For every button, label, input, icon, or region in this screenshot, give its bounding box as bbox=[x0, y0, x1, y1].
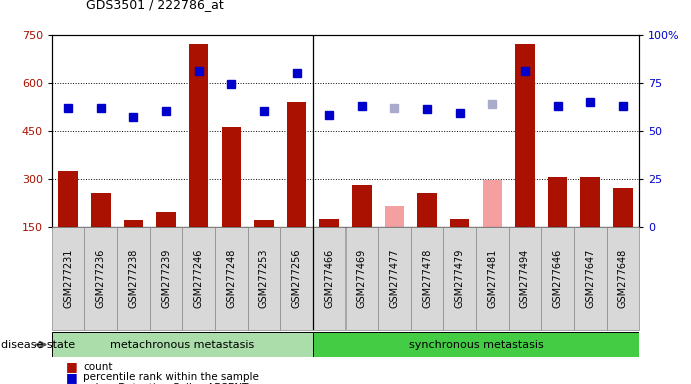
Bar bbox=[444, 227, 476, 330]
Bar bbox=[84, 227, 117, 330]
Text: GSM277236: GSM277236 bbox=[96, 249, 106, 308]
Bar bbox=[319, 218, 339, 227]
Bar bbox=[607, 227, 639, 330]
Text: GSM277479: GSM277479 bbox=[455, 249, 465, 308]
Bar bbox=[450, 218, 469, 227]
Bar bbox=[476, 227, 509, 330]
Bar bbox=[281, 227, 313, 330]
Text: ■: ■ bbox=[66, 382, 77, 384]
Bar bbox=[91, 193, 111, 227]
Bar bbox=[156, 212, 176, 227]
Text: GSM277248: GSM277248 bbox=[226, 249, 236, 308]
Bar bbox=[580, 177, 600, 227]
Text: value, Detection Call = ABSENT: value, Detection Call = ABSENT bbox=[83, 383, 248, 384]
Text: GDS3501 / 222786_at: GDS3501 / 222786_at bbox=[86, 0, 224, 12]
Bar bbox=[313, 227, 346, 330]
Text: GSM277481: GSM277481 bbox=[487, 249, 498, 308]
Text: ■: ■ bbox=[66, 371, 77, 384]
Bar bbox=[189, 44, 209, 227]
Bar bbox=[548, 177, 567, 227]
Text: GSM277477: GSM277477 bbox=[390, 249, 399, 308]
Bar bbox=[574, 227, 607, 330]
Bar bbox=[378, 227, 410, 330]
Bar bbox=[52, 332, 313, 357]
Text: GSM277231: GSM277231 bbox=[63, 249, 73, 308]
Text: GSM277478: GSM277478 bbox=[422, 249, 432, 308]
Bar bbox=[52, 227, 84, 330]
Bar bbox=[410, 227, 444, 330]
Text: GSM277469: GSM277469 bbox=[357, 249, 367, 308]
Text: GSM277253: GSM277253 bbox=[259, 249, 269, 308]
Text: GSM277246: GSM277246 bbox=[193, 249, 204, 308]
Bar bbox=[150, 227, 182, 330]
Text: GSM277494: GSM277494 bbox=[520, 249, 530, 308]
Bar bbox=[313, 332, 639, 357]
Text: GSM277648: GSM277648 bbox=[618, 249, 628, 308]
Bar bbox=[247, 227, 281, 330]
Bar bbox=[287, 102, 306, 227]
Text: ■: ■ bbox=[66, 360, 77, 373]
Text: percentile rank within the sample: percentile rank within the sample bbox=[83, 372, 259, 382]
Bar bbox=[613, 188, 633, 227]
Text: count: count bbox=[83, 362, 113, 372]
Bar bbox=[124, 220, 143, 227]
Text: GSM277646: GSM277646 bbox=[553, 249, 562, 308]
Text: metachronous metastasis: metachronous metastasis bbox=[111, 339, 254, 350]
Bar bbox=[182, 227, 215, 330]
Bar bbox=[346, 227, 378, 330]
Bar bbox=[509, 227, 541, 330]
Bar bbox=[352, 185, 372, 227]
Bar bbox=[215, 227, 247, 330]
Text: GSM277256: GSM277256 bbox=[292, 249, 301, 308]
Bar bbox=[541, 227, 574, 330]
Bar bbox=[254, 220, 274, 227]
Text: GSM277466: GSM277466 bbox=[324, 249, 334, 308]
Bar bbox=[482, 180, 502, 227]
Bar bbox=[385, 206, 404, 227]
Text: GSM277647: GSM277647 bbox=[585, 249, 595, 308]
Text: GSM277239: GSM277239 bbox=[161, 249, 171, 308]
Text: GSM277238: GSM277238 bbox=[129, 249, 138, 308]
Text: synchronous metastasis: synchronous metastasis bbox=[408, 339, 543, 350]
Bar bbox=[417, 193, 437, 227]
Bar bbox=[515, 44, 535, 227]
Bar bbox=[58, 170, 78, 227]
Text: disease state: disease state bbox=[1, 339, 75, 350]
Bar bbox=[117, 227, 150, 330]
Bar bbox=[222, 127, 241, 227]
